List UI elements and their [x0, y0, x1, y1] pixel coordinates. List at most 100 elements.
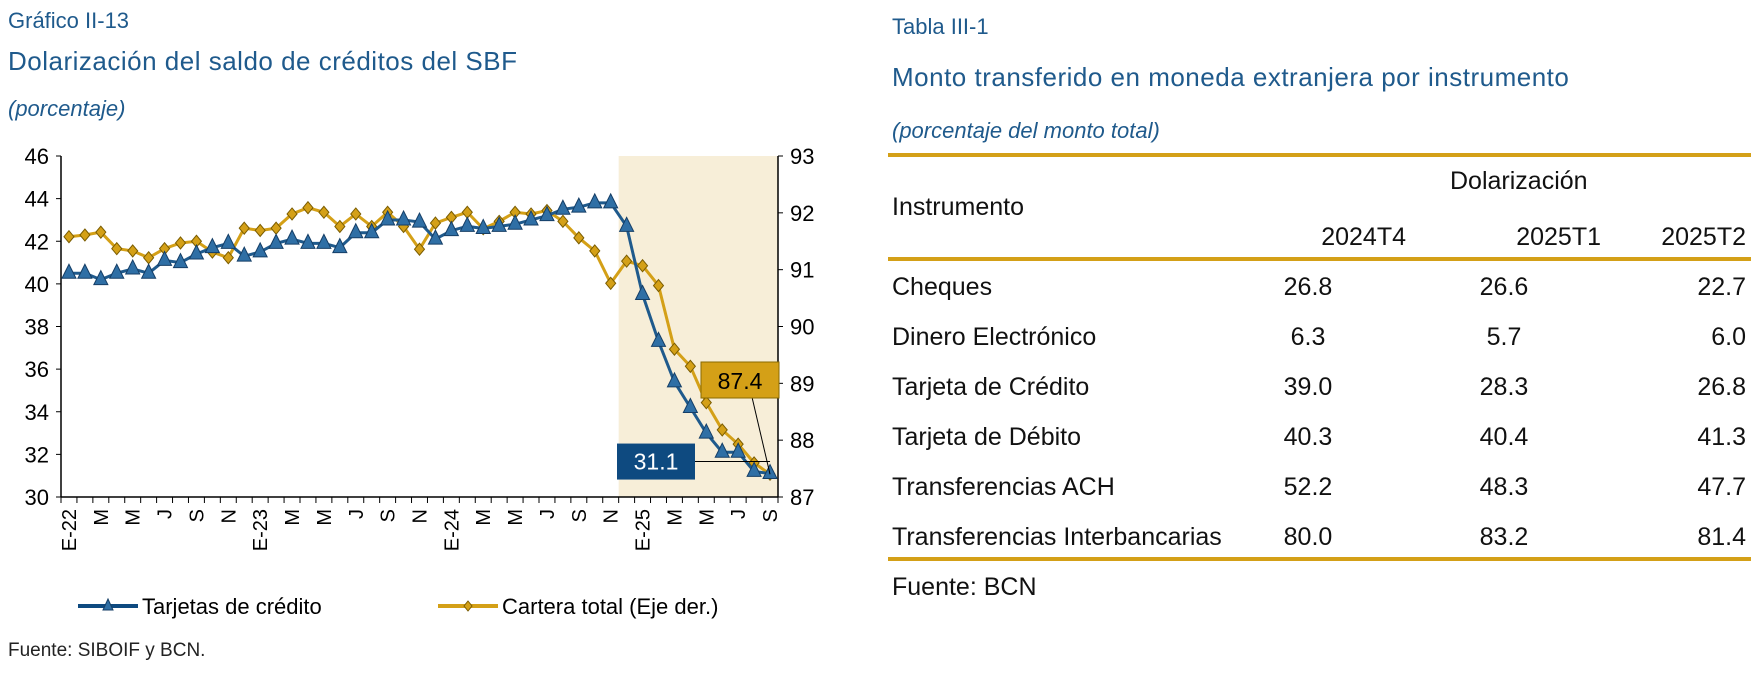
row-label: Tarjeta de Débito	[892, 423, 1082, 451]
y-right-tick-label: 93	[790, 144, 814, 169]
legend-diamond-icon	[463, 600, 473, 612]
row-value: 6.0	[1711, 323, 1746, 351]
diamond-marker	[302, 200, 314, 215]
end-label: 31.1	[634, 449, 679, 475]
triangle-marker	[156, 250, 173, 266]
y-tick-label: 32	[25, 442, 49, 467]
triangle-marker	[507, 214, 523, 230]
x-tick-label: S	[760, 509, 782, 522]
diamond-marker	[605, 276, 617, 291]
diamond-marker	[350, 207, 362, 221]
row-value: 48.3	[1479, 473, 1529, 501]
row-header: Instrumento	[892, 193, 1025, 221]
y-right-tick-label: 88	[790, 428, 814, 453]
diamond-marker	[79, 228, 91, 242]
row-value: 81.4	[1697, 523, 1746, 551]
diamond-marker	[63, 229, 75, 244]
triangle-marker	[682, 397, 699, 413]
row-value: 26.8	[1283, 273, 1333, 301]
row-value: 40.3	[1283, 423, 1333, 451]
group-header: Dolarización	[1450, 167, 1588, 195]
triangle-marker	[379, 209, 396, 226]
triangle-marker	[204, 237, 221, 254]
triangle-marker	[188, 243, 205, 260]
triangle-marker	[236, 246, 253, 262]
end-label: 87.4	[718, 368, 763, 394]
table-source: Fuente: BCN	[892, 573, 1037, 601]
row-value: 80.0	[1283, 523, 1333, 551]
triangle-marker	[300, 233, 316, 249]
end-label-box	[700, 361, 780, 399]
row-label: Cheques	[892, 273, 993, 301]
triangle-marker	[698, 422, 715, 439]
triangle-marker	[475, 218, 492, 234]
table-top-rule	[888, 153, 1751, 157]
diamond-marker	[174, 236, 187, 250]
diamond-marker	[111, 241, 123, 256]
diamond-marker	[127, 244, 139, 258]
row-label: Transferencias ACH	[892, 473, 1115, 501]
y-tick-label: 34	[25, 400, 49, 425]
chart-subtitle: (porcentaje)	[8, 96, 126, 121]
diamond-marker	[636, 258, 649, 273]
triangle-marker	[555, 199, 571, 215]
x-tick-label: S	[569, 509, 591, 522]
x-tick-label: N	[218, 509, 240, 523]
triangle-marker	[586, 192, 603, 209]
y-tick-label: 30	[25, 485, 49, 510]
y-tick-label: 46	[25, 144, 49, 169]
row-value: 26.8	[1697, 373, 1746, 401]
diamond-marker	[668, 342, 681, 357]
column-header: 2025T1	[1516, 223, 1601, 251]
column-header: 2025T2	[1661, 223, 1746, 251]
triangle-marker	[77, 263, 93, 279]
diamond-marker	[652, 278, 665, 293]
diamond-marker	[684, 359, 697, 374]
x-tick-label: M	[696, 509, 718, 526]
x-tick-label: M	[314, 509, 336, 526]
triangle-marker	[539, 205, 555, 222]
x-tick-label: E-25	[633, 509, 655, 551]
triangle-marker	[172, 252, 189, 269]
row-value: 6.3	[1290, 323, 1326, 351]
diamond-marker	[620, 254, 633, 268]
triangle-marker	[411, 211, 428, 228]
legend-label: Cartera total (Eje der.)	[502, 594, 718, 619]
row-value: 28.3	[1479, 373, 1529, 401]
legend-label: Tarjetas de crédito	[142, 594, 322, 619]
y-tick-label: 40	[25, 272, 49, 297]
triangle-marker	[602, 192, 619, 209]
row-value: 47.7	[1697, 473, 1746, 501]
x-tick-label: J	[346, 509, 368, 519]
y-right-tick-label: 92	[790, 201, 814, 226]
x-tick-label: N	[410, 509, 432, 523]
x-tick-label: J	[728, 509, 750, 519]
y-tick-label: 38	[25, 315, 49, 340]
triangle-marker	[459, 216, 476, 232]
diamond-marker	[557, 214, 569, 229]
table-bottom-rule	[888, 557, 1751, 561]
x-tick-label: M	[473, 509, 495, 526]
triangle-marker	[395, 209, 412, 226]
x-tick-label: E-23	[250, 509, 272, 551]
y-right-tick-label: 90	[790, 315, 814, 340]
x-tick-label: S	[186, 509, 208, 522]
table-subtitle: (porcentaje del monto total)	[892, 118, 1160, 143]
row-label: Tarjeta de Crédito	[892, 373, 1090, 401]
triangle-marker	[316, 233, 332, 249]
diamond-marker	[318, 205, 330, 220]
triangle-marker	[571, 197, 587, 213]
chart-source: Fuente: SIBOIF y BCN.	[8, 640, 206, 661]
y-right-tick-label: 89	[790, 371, 814, 396]
table-caption: Tabla III-1	[892, 14, 989, 39]
x-tick-label: M	[91, 509, 113, 526]
row-value: 22.7	[1697, 273, 1746, 301]
row-value: 26.6	[1479, 273, 1529, 301]
triangle-marker	[634, 284, 651, 301]
end-label-box	[617, 443, 695, 480]
triangle-marker	[762, 463, 778, 480]
diamond-marker	[238, 221, 250, 235]
triangle-marker	[491, 216, 507, 232]
y-right-tick-label: 91	[790, 258, 814, 283]
y-tick-label: 44	[25, 187, 49, 212]
